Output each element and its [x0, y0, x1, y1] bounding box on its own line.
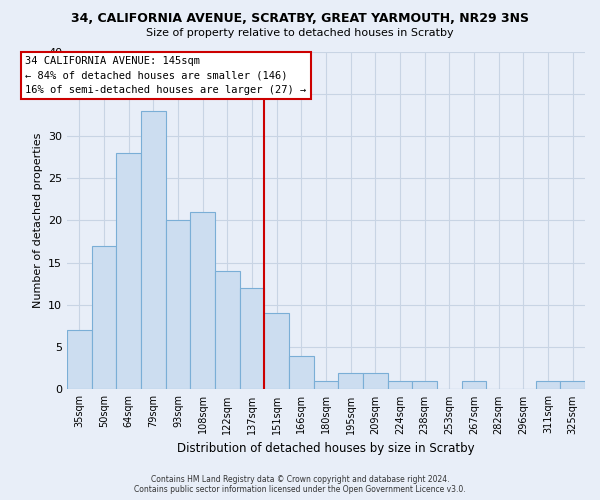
- Y-axis label: Number of detached properties: Number of detached properties: [32, 133, 43, 308]
- Bar: [289, 356, 314, 390]
- Bar: [67, 330, 92, 390]
- Bar: [560, 381, 585, 390]
- Bar: [215, 271, 240, 390]
- Bar: [92, 246, 116, 390]
- Bar: [265, 314, 289, 390]
- Text: 34 CALIFORNIA AVENUE: 145sqm
← 84% of detached houses are smaller (146)
16% of s: 34 CALIFORNIA AVENUE: 145sqm ← 84% of de…: [25, 56, 307, 96]
- Bar: [190, 212, 215, 390]
- Bar: [116, 153, 141, 390]
- Text: 34, CALIFORNIA AVENUE, SCRATBY, GREAT YARMOUTH, NR29 3NS: 34, CALIFORNIA AVENUE, SCRATBY, GREAT YA…: [71, 12, 529, 26]
- X-axis label: Distribution of detached houses by size in Scratby: Distribution of detached houses by size …: [177, 442, 475, 455]
- Bar: [141, 110, 166, 390]
- Text: Contains HM Land Registry data © Crown copyright and database right 2024.
Contai: Contains HM Land Registry data © Crown c…: [134, 474, 466, 494]
- Bar: [338, 372, 363, 390]
- Bar: [314, 381, 338, 390]
- Bar: [363, 372, 388, 390]
- Text: Size of property relative to detached houses in Scratby: Size of property relative to detached ho…: [146, 28, 454, 38]
- Bar: [388, 381, 412, 390]
- Bar: [536, 381, 560, 390]
- Bar: [412, 381, 437, 390]
- Bar: [461, 381, 487, 390]
- Bar: [240, 288, 265, 390]
- Bar: [166, 220, 190, 390]
